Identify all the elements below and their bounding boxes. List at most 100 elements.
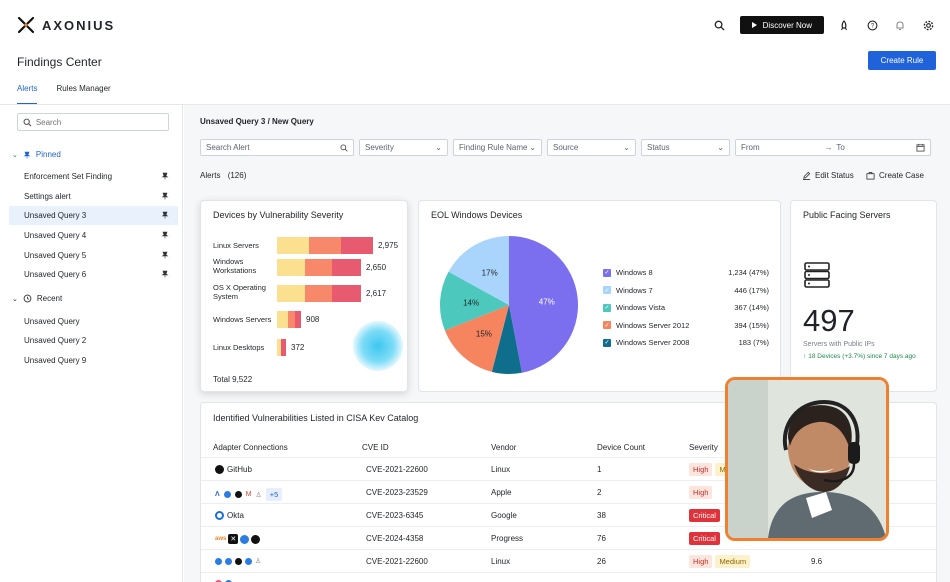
sidebar-search[interactable] bbox=[17, 113, 169, 131]
sidebar-item[interactable]: Unsaved Query 9 bbox=[9, 351, 178, 370]
server-stack-icon bbox=[804, 262, 830, 288]
pinned-section-header[interactable]: ⌄ Pinned bbox=[12, 150, 61, 159]
sidebar-item[interactable]: Unsaved Query 4 bbox=[9, 226, 178, 245]
severity-cell: High Medium bbox=[689, 555, 751, 568]
pie-slice[interactable] bbox=[509, 236, 578, 373]
pin-icon[interactable] bbox=[161, 211, 169, 219]
adapter-name: Okta bbox=[227, 511, 244, 520]
table-row[interactable]: aws ✕ CVE-2024-4358 Progress 76 Critical bbox=[201, 526, 937, 549]
sidebar-item-label: Unsaved Query bbox=[24, 317, 80, 326]
search-icon[interactable] bbox=[712, 17, 728, 33]
adapter-a-icon: Λ bbox=[215, 491, 220, 498]
column-header-cve[interactable]: CVE ID bbox=[362, 443, 389, 452]
vulnerability-severity-card[interactable]: Devices by Vulnerability Severity Linux … bbox=[200, 200, 408, 392]
logo[interactable]: AXONIUS bbox=[17, 16, 115, 34]
public-facing-servers-card[interactable]: Public Facing Servers 497 Servers with P… bbox=[790, 200, 937, 392]
sidebar-item[interactable]: Settings alert bbox=[9, 187, 178, 206]
aws-icon: aws bbox=[215, 536, 227, 542]
checkbox-icon[interactable]: ✓ bbox=[603, 286, 611, 294]
sidebar-item[interactable]: Unsaved Query 2 bbox=[9, 331, 178, 350]
pie-slice[interactable] bbox=[491, 305, 522, 374]
sidebar-search-input[interactable] bbox=[35, 117, 163, 127]
table-row[interactable]: ♙ CVE-2021-22600 Linux 26 High Medium 9.… bbox=[201, 549, 937, 572]
stacked-bar[interactable] bbox=[277, 311, 301, 328]
presenter-video[interactable] bbox=[725, 377, 889, 541]
rocket-icon[interactable] bbox=[836, 17, 852, 33]
discover-now-button[interactable]: Discover Now bbox=[739, 16, 824, 34]
source-dropdown[interactable]: Source ⌄ bbox=[547, 139, 636, 156]
gear-icon[interactable] bbox=[920, 17, 936, 33]
sidebar-item[interactable]: Unsaved Query 5 bbox=[9, 246, 178, 265]
checkbox-icon[interactable]: ✓ bbox=[603, 303, 611, 312]
pie-slice[interactable] bbox=[444, 305, 509, 372]
top-actions: Discover Now ? bbox=[712, 16, 936, 34]
create-case-label: Create Case bbox=[879, 171, 924, 180]
pie-slice[interactable] bbox=[440, 271, 509, 331]
play-icon bbox=[751, 22, 757, 28]
adapter-circle-icon bbox=[225, 580, 232, 582]
eol-pie-chart[interactable]: 47% 15% 14% 17% bbox=[439, 235, 579, 375]
sidebar-item[interactable]: Enforcement Set Finding bbox=[9, 167, 178, 186]
severity-cell: Critical bbox=[689, 532, 720, 545]
more-adapters-badge[interactable]: +5 bbox=[265, 488, 283, 501]
vendor-cell: Linux bbox=[491, 465, 511, 474]
pin-icon[interactable] bbox=[161, 251, 169, 259]
checkbox-icon[interactable]: ✓ bbox=[603, 268, 611, 277]
tab-alerts[interactable]: Alerts bbox=[17, 84, 38, 105]
checkbox-icon[interactable]: ✓ bbox=[603, 338, 611, 347]
date-range-picker[interactable]: From → To bbox=[735, 139, 931, 156]
bar-value: 2,617 bbox=[366, 289, 387, 298]
column-header-severity[interactable]: Severity bbox=[689, 443, 718, 452]
help-icon[interactable]: ? bbox=[864, 17, 880, 33]
severity-dropdown[interactable]: Severity ⌄ bbox=[359, 139, 448, 156]
stacked-bar[interactable] bbox=[277, 259, 361, 276]
stacked-bar[interactable] bbox=[277, 339, 286, 356]
search-alert-input[interactable]: Search Alert bbox=[200, 139, 354, 156]
pin-icon[interactable] bbox=[161, 231, 169, 239]
github-icon bbox=[235, 557, 242, 565]
gmail-icon: M bbox=[245, 491, 252, 498]
pin-icon[interactable] bbox=[161, 192, 169, 200]
column-header-adapter[interactable]: Adapter Connections bbox=[213, 443, 288, 452]
chevron-down-icon: ⌄ bbox=[12, 151, 18, 159]
pin-icon[interactable] bbox=[161, 172, 169, 180]
briefcase-icon bbox=[866, 171, 875, 180]
pie-slice[interactable] bbox=[448, 236, 509, 305]
column-header-device-count[interactable]: Device Count bbox=[597, 443, 646, 452]
sidebar-item[interactable]: Unsaved Query 6 bbox=[9, 265, 178, 284]
count-cell: 38 bbox=[597, 511, 606, 520]
legend-item[interactable]: ✓ Windows Server 2012 394 (15%) bbox=[603, 321, 769, 330]
adapter-cell: aws ✕ bbox=[215, 534, 261, 544]
sidebar-item[interactable]: Unsaved Query 3 bbox=[9, 206, 178, 225]
legend-item[interactable]: ✓ Windows Server 2008 183 (7%) bbox=[603, 338, 769, 347]
status-dropdown[interactable]: Status ⌄ bbox=[641, 139, 730, 156]
create-case-button[interactable]: Create Case bbox=[866, 171, 924, 180]
create-rule-button[interactable]: Create Rule bbox=[868, 51, 936, 70]
legend-value: 183 (7%) bbox=[738, 338, 769, 347]
bell-icon[interactable] bbox=[892, 17, 908, 33]
legend-item[interactable]: ✓ Windows 8 1,234 (47%) bbox=[603, 268, 769, 277]
finding-rule-name-dropdown[interactable]: Finding Rule Name ⌄ bbox=[453, 139, 542, 156]
eol-windows-card[interactable]: EOL Windows Devices 47% 15% 14% 17% ✓ Window… bbox=[418, 200, 781, 392]
bar-label: Linux Servers bbox=[213, 241, 259, 250]
cursor-highlight bbox=[353, 321, 403, 371]
table-row[interactable]: Λ M ♙ +5 CVE-2023-23529 Apple 2 High bbox=[201, 480, 937, 503]
stacked-bar[interactable] bbox=[277, 237, 373, 254]
edit-status-button[interactable]: Edit Status bbox=[802, 171, 854, 180]
public-server-subtitle: Servers with Public IPs bbox=[803, 341, 875, 348]
recent-section-header[interactable]: ⌄ Recent bbox=[12, 294, 62, 303]
table-row[interactable]: Okta CVE-2023-6345 Google 38 Critical bbox=[201, 503, 937, 526]
sidebar-item[interactable]: Unsaved Query bbox=[9, 312, 178, 331]
tab-rules-manager[interactable]: Rules Manager bbox=[56, 84, 111, 93]
legend-item[interactable]: ✓ Windows Vista 367 (14%) bbox=[603, 303, 769, 312]
adapter-circle-icon bbox=[225, 557, 232, 565]
stacked-bar[interactable] bbox=[277, 285, 361, 302]
delta-text: 18 Devices (+3.7%) since 7 days ago bbox=[808, 353, 916, 360]
checkbox-icon[interactable]: ✓ bbox=[603, 321, 611, 329]
vendor-cell: Apple bbox=[491, 488, 512, 497]
table-row[interactable] bbox=[201, 572, 937, 582]
pin-icon[interactable] bbox=[161, 270, 169, 278]
column-header-vendor[interactable]: Vendor bbox=[491, 443, 517, 452]
axonius-logo-icon bbox=[17, 16, 35, 34]
legend-item[interactable]: ✓ Windows 7 446 (17%) bbox=[603, 286, 769, 295]
